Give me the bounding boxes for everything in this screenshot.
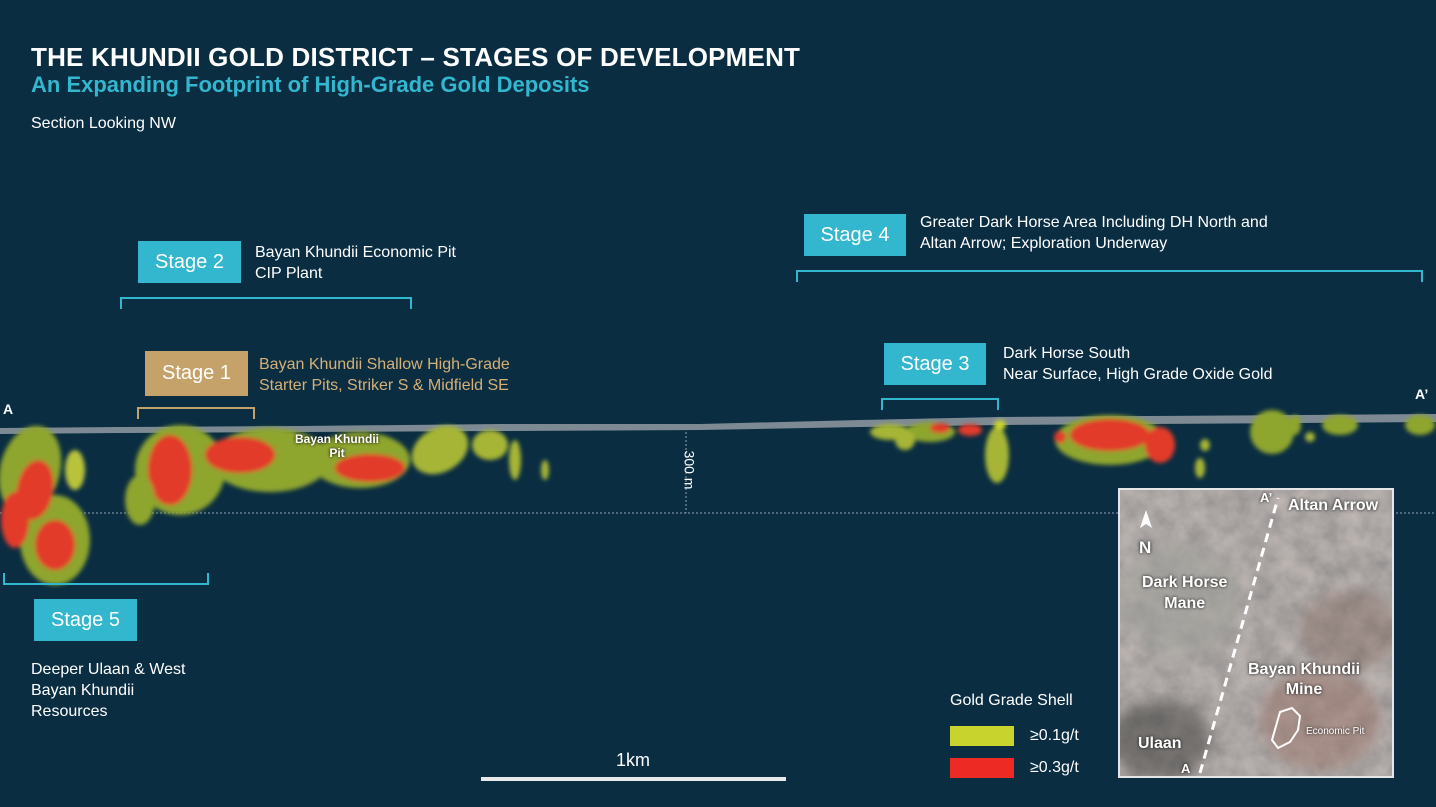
topographic-surface — [0, 414, 1436, 434]
depth-label: 300 m — [681, 450, 698, 490]
stage-3-bracket — [881, 398, 999, 410]
west-grade-shells — [0, 425, 90, 585]
stage-2-badge: Stage 2 — [138, 241, 241, 283]
stage-1-bracket — [137, 407, 255, 419]
legend-swatch-low-grade — [950, 726, 1014, 746]
dark-horse-mane-shells — [1054, 410, 1435, 478]
page-subtitle: An Expanding Footprint of High-Grade Gol… — [31, 72, 590, 97]
section-line — [1198, 497, 1280, 774]
economic-pit-label: Economic Pit — [1306, 726, 1365, 737]
stage-4-bracket — [796, 270, 1423, 282]
stage-1-description: Bayan Khundii Shallow High-Grade Starter… — [259, 356, 510, 394]
inset-a-label: A — [1181, 761, 1191, 776]
stage-5-description: Deeper Ulaan & West Bayan Khundii Resour… — [31, 661, 186, 720]
legend-swatch-high-grade — [950, 758, 1014, 778]
stage-3-description: Dark Horse South Near Surface, High Grad… — [1003, 345, 1273, 383]
legend-title: Gold Grade Shell — [950, 692, 1073, 709]
north-arrow-icon — [1140, 510, 1152, 528]
dark-horse-mane-label: Dark Horse Mane — [1142, 574, 1228, 612]
pit-label: Bayan Khundii Pit — [294, 432, 379, 460]
legend-label-low-grade: ≥0.1g/t — [1030, 727, 1079, 744]
economic-pit-outline — [1270, 706, 1302, 750]
stage-2-bracket — [120, 297, 412, 309]
stage-2-description: Bayan Khundii Economic Pit CIP Plant — [255, 244, 456, 282]
central-grade-shells — [125, 425, 549, 525]
section-view-note: Section Looking NW — [31, 115, 176, 132]
legend-label-high-grade: ≥0.3g/t — [1030, 759, 1079, 776]
section-start-label: A — [3, 401, 14, 417]
altan-arrow-label: Altan Arrow — [1288, 497, 1379, 514]
north-label: N — [1139, 538, 1152, 557]
stage-4-description: Greater Dark Horse Area Including DH Nor… — [920, 214, 1268, 252]
bayan-khundii-mine-label: Bayan Khundii Mine — [1248, 661, 1361, 698]
inset-map-terrain — [1120, 490, 1392, 776]
inset-map: N A’ Altan Arrow Dark Horse Mane Bayan K… — [1118, 488, 1394, 778]
section-end-label: A’ — [1415, 386, 1429, 402]
stage-5-badge: Stage 5 — [34, 599, 137, 641]
ulaan-label: Ulaan — [1138, 735, 1182, 752]
scale-bar — [481, 777, 786, 781]
page-title: THE KHUNDII GOLD DISTRICT – STAGES OF DE… — [31, 42, 801, 72]
stage-3-badge: Stage 3 — [884, 343, 986, 385]
stage-4-badge: Stage 4 — [804, 214, 906, 256]
inset-a-prime-label: A’ — [1260, 490, 1273, 505]
stage-5-bracket — [3, 573, 209, 585]
dark-horse-south-shells — [870, 420, 1009, 483]
stage-1-badge: Stage 1 — [145, 351, 248, 396]
scale-bar-label: 1km — [615, 750, 650, 770]
